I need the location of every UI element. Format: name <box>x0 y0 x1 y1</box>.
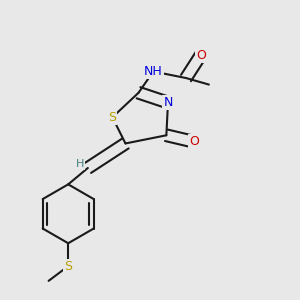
Text: S: S <box>108 111 116 124</box>
Text: NH: NH <box>144 65 163 78</box>
Text: N: N <box>163 96 173 109</box>
Text: H: H <box>76 159 84 169</box>
Text: O: O <box>189 135 199 148</box>
Text: S: S <box>64 260 72 273</box>
Text: O: O <box>196 49 206 62</box>
